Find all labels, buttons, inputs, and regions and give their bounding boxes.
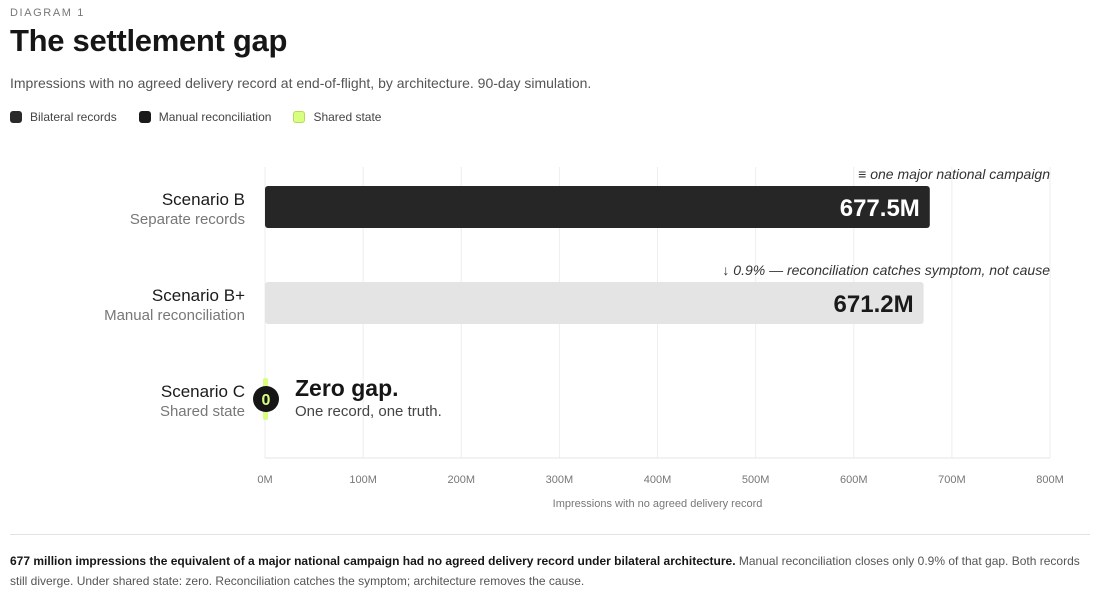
legend-swatch-bilateral <box>10 111 22 123</box>
x-axis-label: Impressions with no agreed delivery reco… <box>553 498 763 510</box>
bar-chart: 0M 100M 200M 300M 400M 500M 600M 700M 800M Impres… <box>104 166 1064 510</box>
legend-item-shared: Shared state <box>293 110 381 124</box>
category-label: Scenario B+ <box>152 286 245 305</box>
divider <box>10 534 1090 535</box>
subtitle: Impressions with no agreed delivery reco… <box>10 75 592 91</box>
data-label: 677.5M <box>840 195 920 222</box>
x-tick-label: 100M <box>349 474 377 486</box>
zero-badge <box>253 386 279 412</box>
x-tick-label: 400M <box>644 474 672 486</box>
category-label: Scenario B <box>162 190 245 209</box>
category-sublabel: Separate records <box>130 211 245 228</box>
x-tick-label: 800M <box>1036 474 1064 486</box>
legend-item-manual: Manual reconciliation <box>138 110 272 124</box>
category-sublabel: Manual reconciliation <box>104 307 245 324</box>
zero-callout-headline: Zero gap. <box>295 375 399 401</box>
footnote-emphasis: 677 million impressions the equivalent o… <box>10 554 736 568</box>
data-label: 0 <box>262 392 271 409</box>
category-sublabel: Shared state <box>160 403 245 420</box>
legend-swatch-manual <box>138 111 151 123</box>
category-label: Scenario C <box>161 382 245 401</box>
footnote: 677 million impressions the equivalent o… <box>10 551 1080 591</box>
footnote-body: Manual reconciliation closes only 0.9% o… <box>10 554 1080 588</box>
x-tick-label: 600M <box>840 474 868 486</box>
zero-callout-sub: One record, one truth. <box>295 403 442 420</box>
data-label: 671.2M <box>834 291 914 318</box>
x-tick-label: 0M <box>257 474 272 486</box>
bar-annotation: ≡ one major national campaign <box>858 166 1050 182</box>
eyebrow: DIAGRAM 1 <box>10 7 85 19</box>
x-tick-label: 700M <box>938 474 966 486</box>
legend-item-bilateral: Bilateral records <box>10 110 117 124</box>
x-tick-label: 200M <box>447 474 475 486</box>
x-tick-label: 300M <box>546 474 574 486</box>
legend-label: Shared state <box>313 110 382 124</box>
bar <box>265 282 924 324</box>
legend-label: Manual reconciliation <box>158 110 272 124</box>
bar-annotation: ↓ 0.9% — reconciliation catches symptom,… <box>722 262 1050 278</box>
page-title: The settlement gap <box>10 23 288 58</box>
bar <box>265 186 930 228</box>
legend: Bilateral records Manual reconciliation … <box>10 110 403 124</box>
legend-swatch-shared <box>293 111 306 123</box>
x-tick-label: 500M <box>742 474 770 486</box>
legend-label: Bilateral records <box>30 110 117 124</box>
